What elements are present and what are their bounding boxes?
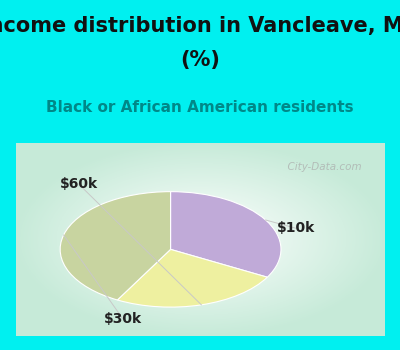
Text: (%): (%) <box>180 50 220 70</box>
Text: City-Data.com: City-Data.com <box>281 162 362 172</box>
Text: $10k: $10k <box>276 221 315 235</box>
Text: $30k: $30k <box>104 312 142 326</box>
Text: $60k: $60k <box>60 177 98 191</box>
Text: Black or African American residents: Black or African American residents <box>46 100 354 115</box>
Text: Income distribution in Vancleave, MS: Income distribution in Vancleave, MS <box>0 16 400 36</box>
Wedge shape <box>117 249 267 307</box>
Wedge shape <box>170 191 281 277</box>
Wedge shape <box>60 191 170 300</box>
